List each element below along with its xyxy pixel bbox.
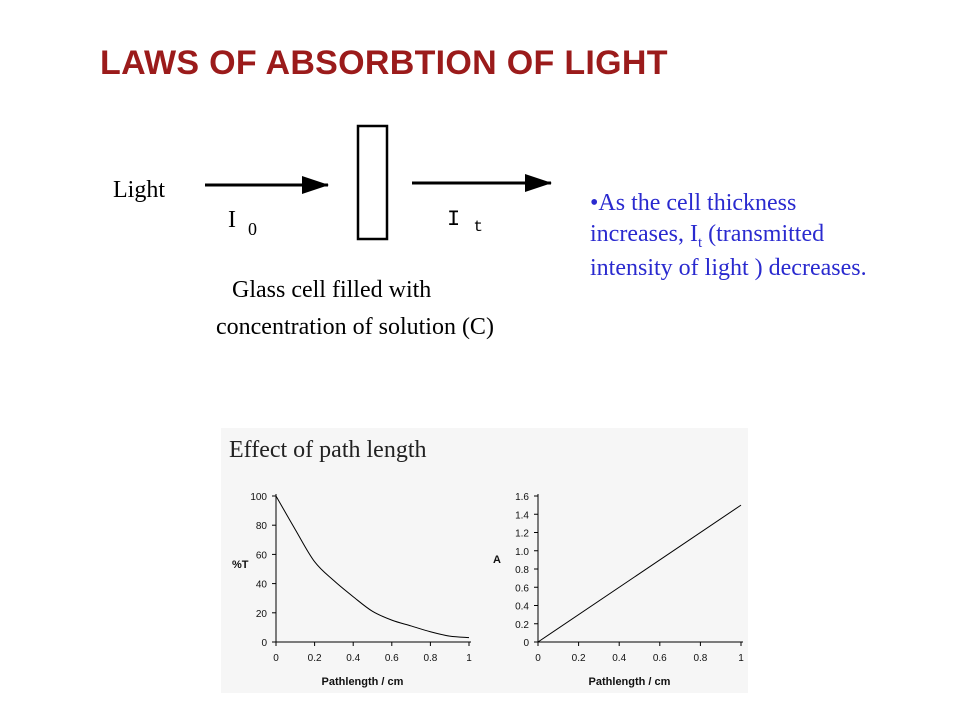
x-axis-label: Pathlength / cm [589,676,671,688]
glass-cell [356,124,389,241]
y-tick-label: 0.8 [515,565,529,576]
figure-heading: Effect of path length [229,437,426,463]
y-tick-label: 20 [256,609,268,620]
y-tick-label: 1.2 [515,529,529,540]
x-tick-label: 0.2 [308,653,322,664]
x-axis-label: Pathlength / cm [322,676,404,688]
it-main: I [447,207,460,232]
bullet-line-3: intensity of light ) decreases. [590,255,867,282]
x-tick-label: 1 [466,653,472,664]
bullet-line-1-text: As the cell thickness [598,190,797,216]
it-sub: t [473,218,483,236]
slide-title: LAWS OF ABSORBTION OF LIGHT [100,44,668,82]
cell-caption-line1: Glass cell filled with [232,277,431,303]
y-tick-label: 1.4 [515,510,529,521]
y-axis-label: A [493,554,501,566]
it-label: I t [447,207,483,236]
bullet-line-2-sub: t [697,234,703,251]
y-axis-label: %T [232,559,249,571]
i0-label: I 0 [228,207,257,239]
i0-sub: 0 [248,219,257,239]
absorbance-chart: 0 0.2 0.4 0.6 0.8 1 0 0.2 0.4 0.6 0.8 1.0 1.2 1.4 1.6 P… [493,492,744,688]
figure-panel [221,428,748,693]
x-tick-label: 0.8 [423,653,437,664]
x-tick-label: 0 [535,653,541,664]
y-tick-label: 0 [523,638,529,649]
bullet-line-1: •As the cell thickness [590,188,960,219]
y-tick-label: 0.4 [515,602,529,613]
x-tick-label: 1 [738,653,744,664]
transmittance-chart: 0 0.2 0.4 0.6 0.8 1 0 20 40 60 80 100 Pathlength / c… [232,492,472,688]
cell-caption-line2: concentration of solution (C) [216,314,494,340]
y-tick-label: 1.6 [515,492,529,503]
x-tick-label: 0.6 [385,653,399,664]
x-tick-label: 0.4 [612,653,626,664]
bullet-text: •As the cell thickness increases, It (tr… [590,188,960,285]
bullet-line-2-suffix: (transmitted [702,221,825,248]
x-tick-label: 0.6 [653,653,667,664]
bullet-line-2: increases, It (transmitted [590,219,960,253]
y-tick-label: 80 [256,521,268,532]
x-tick-label: 0 [273,653,279,664]
y-tick-label: 40 [256,580,268,591]
bullet-marker: • [590,190,599,216]
series-line [275,495,470,639]
light-label: Light [113,177,165,203]
bullet-line-2-prefix: increases, I [590,221,698,248]
i0-main: I [228,207,236,233]
y-tick-label: 100 [250,492,267,503]
series-line [537,504,742,643]
y-tick-label: 0 [261,638,267,649]
x-tick-label: 0.4 [346,653,360,664]
y-tick-label: 1.0 [515,547,529,558]
y-tick-label: 0.2 [515,620,529,631]
y-tick-label: 0.6 [515,583,529,594]
x-tick-label: 0.8 [693,653,707,664]
x-tick-label: 0.2 [572,653,586,664]
y-tick-label: 60 [256,550,268,561]
